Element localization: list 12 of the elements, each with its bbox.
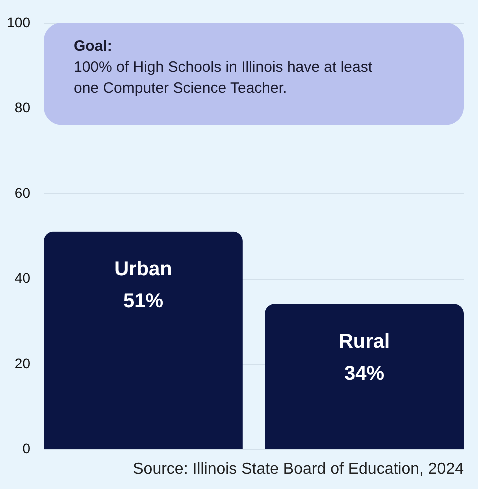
y-tick-label: 40 — [14, 270, 31, 286]
y-tick-label: 20 — [14, 355, 31, 372]
x-tick-label: Rural — [338, 331, 390, 354]
y-tick-label: 100 — [7, 14, 31, 30]
data-label: 34% — [344, 363, 385, 386]
y-tick-label: 60 — [14, 184, 31, 201]
x-tick-label: Urban — [114, 258, 172, 281]
data-label: 51% — [123, 290, 164, 313]
y-tick-label: 0 — [22, 440, 31, 456]
source-note: Source: Illinois State Board of Education, 2024 — [133, 461, 464, 478]
y-tick-label: 80 — [14, 100, 31, 116]
band-label: Goal: 100% of High Schools in Illinois have at least one Computer Science Teacher. — [74, 38, 374, 97]
